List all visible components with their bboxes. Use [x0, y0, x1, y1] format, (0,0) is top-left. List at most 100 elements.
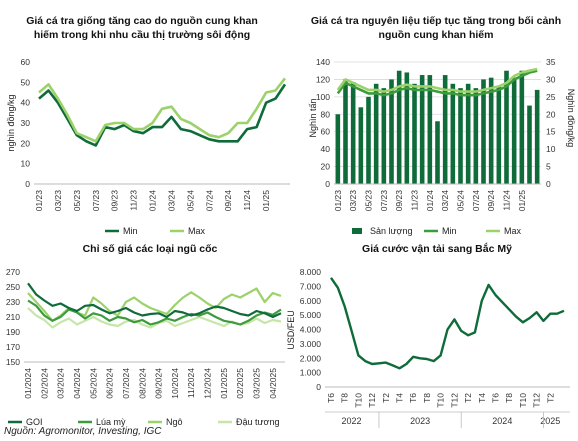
chart4-xtick: T8 [504, 393, 514, 403]
chart2-bar [350, 82, 356, 184]
chart2-bar [343, 79, 348, 184]
chart3-xtick: 12/2024 [203, 368, 213, 399]
chart4-xtick: T10 [436, 393, 446, 408]
chart2-xtick: 03/23 [348, 190, 358, 212]
chart1-ytick: 50 [21, 77, 31, 87]
source-note: Nguồn: Agromonitor, Investing, IGC [4, 426, 162, 437]
chart4-ytick: 7.000 [300, 281, 322, 291]
chart1-xtick: 11/24 [242, 190, 252, 211]
legend-label: Min [442, 226, 457, 236]
chart1-xtick: 11/23 [129, 190, 139, 211]
chart3-ytick: 230 [6, 297, 20, 307]
chart2-xtick: 01/25 [517, 190, 527, 212]
chart4-xtick: T12 [532, 393, 542, 408]
chart3-ytick: 250 [6, 282, 20, 292]
chart2-xtick: 01/24 [425, 190, 435, 212]
chart2-xtick: 09/24 [486, 190, 496, 212]
chart2-ytick-right: 15 [546, 127, 556, 137]
chart2-bar [527, 105, 532, 184]
chart4-xtick: T2 [463, 393, 473, 403]
chart2-bar [496, 85, 502, 184]
chart4-xtick: T8 [422, 393, 432, 403]
chart2-xtick: 09/23 [394, 190, 404, 212]
chart1-xtick: 03/23 [53, 190, 63, 212]
chart2-ytick-right: 20 [546, 109, 556, 119]
chart3-ytick: 210 [6, 312, 20, 322]
chart4-year-label: 2025 [540, 416, 560, 426]
chart1-xtick: 09/23 [110, 190, 120, 212]
chart4-xtick: T12 [367, 393, 377, 408]
chart3-xtick: 05/2024 [88, 368, 98, 399]
chart2-xtick: 03/24 [440, 190, 450, 212]
chart4-ytick: 2.000 [300, 353, 322, 363]
chart2-bar [450, 83, 456, 184]
chart1-xtick: 07/23 [91, 190, 101, 212]
chart2-title: Giá cá tra nguyên liệu tiếp tục tăng tro… [310, 15, 562, 41]
chart2-ytick: 20 [321, 162, 331, 172]
chart3-ytick: 270 [6, 267, 20, 277]
chart2-series-line [336, 69, 538, 97]
chart2-xtick: 11/24 [502, 190, 512, 211]
chart4-year-label: 2024 [492, 416, 512, 426]
chart4-ytick: 8.000 [300, 267, 322, 277]
chart1-ytick: 10 [21, 159, 31, 169]
chart2-bar [488, 77, 494, 184]
chart4-xtick: T10 [518, 393, 528, 408]
chart2-ylabel-right: Nghìn đồng/kg [566, 89, 576, 148]
chart2-ytick-right: 30 [546, 74, 556, 84]
chart3-xtick: 04/2024 [72, 368, 82, 399]
chart4-ytick: 5.000 [300, 310, 322, 320]
chart1-ytick: 60 [21, 57, 31, 67]
chart3-ytick: 190 [6, 327, 20, 337]
chart4-xtick: T4 [395, 393, 405, 403]
chart4-ytick: 4.000 [300, 325, 322, 335]
legend-label: Sản lượng [370, 226, 412, 236]
chart2-bar [366, 96, 371, 184]
chart3-xtick: 03/2024 [56, 368, 66, 399]
legend-label: Max [504, 226, 522, 236]
chart1-xtick: 01/25 [261, 190, 271, 212]
chart2-xtick: 11/23 [410, 190, 420, 211]
chart3-xtick: 02/2024 [39, 368, 49, 399]
chart3-series-line [27, 282, 282, 319]
chart1-xtick: 01/24 [148, 190, 158, 212]
chart3-ytick: 170 [6, 342, 20, 352]
chart4-ytick: 3.000 [300, 339, 322, 349]
chart2-ytick: 80 [321, 109, 331, 119]
chart4-xtick: T4 [477, 393, 487, 403]
chart3-xtick: 01/2025 [219, 368, 229, 399]
chart4-xtick: T2 [545, 393, 555, 403]
chart3-title: Chỉ số giá các loại ngũ cốc [82, 243, 218, 255]
chart2-ytick: 0 [325, 179, 330, 189]
chart2-series-line [336, 67, 538, 93]
chart1-xtick: 07/24 [204, 190, 214, 212]
legend-label: Đậu tương [236, 417, 279, 427]
chart2-bar [442, 75, 448, 184]
chart4-ytick: 1.000 [300, 368, 322, 378]
legend-swatch-bar [352, 228, 362, 234]
legend-label: Ngô [166, 417, 183, 427]
chart4-xtick: T2 [381, 393, 391, 403]
chart3-ytick: 150 [6, 357, 20, 367]
legend-label: Min [123, 226, 138, 236]
chart3-xtick: 09/2024 [154, 368, 164, 399]
chart1-ytick: 40 [21, 98, 31, 108]
chart4-xtick: T6 [326, 393, 336, 403]
chart2-ytick-right: 25 [546, 92, 556, 102]
chart3-xtick: 11/2024 [186, 368, 196, 398]
chart4-year-label: 2023 [410, 416, 430, 426]
chart2-bar [465, 83, 471, 184]
chart2-bar [419, 75, 425, 184]
chart2-ytick: 120 [316, 74, 330, 84]
chart1-xtick: 03/24 [166, 190, 176, 212]
chart3-xtick: 01/2024 [23, 368, 33, 399]
chart2-bar [481, 79, 486, 184]
chart4-xtick: T12 [449, 393, 459, 408]
chart2-ytick-right: 35 [546, 57, 556, 67]
chart1-ylabel: nghìn đồng/kg [6, 94, 16, 151]
chart2-ytick: 140 [316, 57, 330, 67]
chart1-xtick: 05/24 [185, 190, 195, 212]
chart1-xtick: 01/23 [34, 190, 44, 212]
chart3-xtick: 10/2024 [170, 368, 180, 399]
